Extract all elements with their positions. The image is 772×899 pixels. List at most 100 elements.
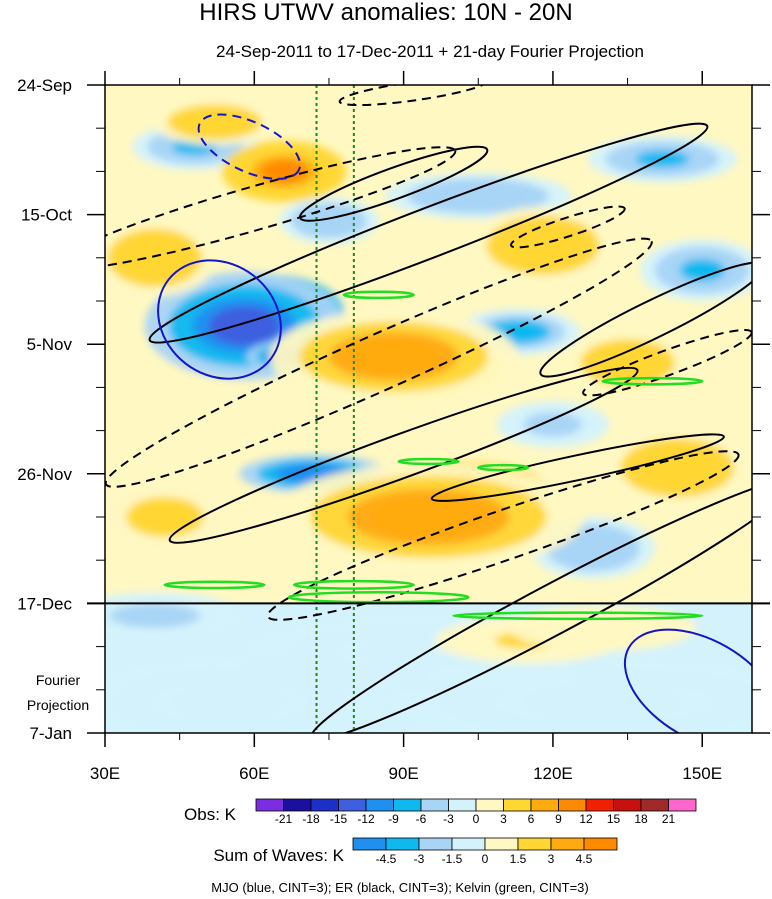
chart-subtitle: 24-Sep-2011 to 17-Dec-2011 + 21-day Four… bbox=[216, 42, 644, 61]
er-contour-7 bbox=[168, 366, 639, 544]
waves-colorbar-swatch-2 bbox=[418, 837, 453, 851]
anomaly-core-6 bbox=[444, 187, 512, 205]
obs-colorbar-swatch-12 bbox=[585, 798, 614, 812]
obs-colorbar-label-11: 12 bbox=[579, 812, 593, 826]
er-contour-4 bbox=[105, 237, 653, 488]
anomaly-core-1 bbox=[208, 306, 281, 346]
waves-colorbar-label-5: 3 bbox=[548, 852, 555, 866]
anomaly-core-16 bbox=[261, 160, 307, 183]
footnote: MJO (blue, CINT=3); ER (black, CINT=3); … bbox=[211, 880, 588, 895]
waves-colorbar: Sum of Waves: K -4.5 -3 -1.5 0 1.5 3 4.5 bbox=[213, 837, 618, 866]
er-contour-2 bbox=[298, 145, 489, 222]
obs-colorbar-label-6: -3 bbox=[443, 812, 454, 826]
waves-colorbar-label-1: -3 bbox=[414, 852, 425, 866]
kelvin-contour-3 bbox=[601, 376, 704, 386]
kelvin-contour-4 bbox=[163, 580, 266, 590]
waves-colorbar-title: Sum of Waves: K bbox=[213, 846, 344, 865]
obs-colorbar-swatch-9 bbox=[503, 798, 532, 812]
x-tick-label-1: 60E bbox=[239, 764, 269, 783]
axes: 30E 60E 90E 120E 150E 24-Sep 15-Oct 5-Nov 26-Nov… bbox=[17, 71, 770, 783]
waves-colorbar-label-3: 0 bbox=[482, 852, 489, 866]
er-contour-5 bbox=[509, 205, 626, 249]
waves-colorbar-label-2: -1.5 bbox=[442, 852, 463, 866]
obs-colorbar-swatch-11 bbox=[558, 798, 587, 812]
y-tick-label-2: 5-Nov bbox=[27, 335, 73, 354]
waves-colorbar-label-0: -4.5 bbox=[376, 852, 397, 866]
x-tick-label-4: 150E bbox=[682, 764, 722, 783]
er-contour-10 bbox=[430, 433, 725, 502]
mjo-contour-1 bbox=[157, 259, 282, 380]
anomaly-core-23 bbox=[132, 243, 178, 272]
x-tick-label-2: 90E bbox=[388, 764, 418, 783]
obs-colorbar-swatch-8 bbox=[475, 798, 504, 812]
obs-colorbar-label-0: -21 bbox=[275, 812, 293, 826]
waves-colorbar-swatch-1 bbox=[385, 837, 420, 851]
anomaly-core-10 bbox=[570, 536, 616, 559]
y-tick-label-3: 26-Nov bbox=[17, 465, 72, 484]
anomaly-core-28 bbox=[569, 619, 637, 637]
waves-colorbar-swatch-7 bbox=[583, 837, 618, 851]
chart-title: HIRS UTWV anomalies: 10N - 20N bbox=[199, 0, 572, 26]
obs-colorbar-label-9: 6 bbox=[528, 812, 535, 826]
kelvin-contour-7 bbox=[452, 611, 704, 621]
obs-colorbar-label-7: 0 bbox=[473, 812, 480, 826]
obs-colorbar-label-4: -9 bbox=[388, 812, 399, 826]
waves-colorbar-label-6: 4.5 bbox=[576, 852, 593, 866]
x-tick-label-3: 120E bbox=[533, 764, 573, 783]
anomaly-core-8 bbox=[495, 323, 541, 341]
obs-colorbar-swatch-4 bbox=[365, 798, 394, 812]
anomaly-core-21 bbox=[372, 497, 485, 537]
plot-frame bbox=[104, 84, 753, 734]
obs-colorbar-title: Obs: K bbox=[184, 805, 237, 824]
plot-area bbox=[105, 85, 752, 733]
anomaly-core-15 bbox=[173, 685, 286, 719]
y-tick-label-4: 17-Dec bbox=[17, 594, 72, 613]
obs-colorbar-label-10: 9 bbox=[555, 812, 562, 826]
obs-colorbar-label-1: -18 bbox=[302, 812, 320, 826]
kelvin-contour-2 bbox=[477, 463, 530, 472]
y-tick-label-5: 7-Jan bbox=[29, 724, 72, 743]
obs-colorbar-label-14: 21 bbox=[662, 812, 676, 826]
y-tick-label-1: 15-Oct bbox=[21, 206, 72, 225]
anomaly-core-11 bbox=[532, 416, 574, 433]
waves-colorbar-swatch-5 bbox=[517, 837, 552, 851]
obs-colorbar-swatch-7 bbox=[448, 798, 477, 812]
obs-colorbar-label-12: 15 bbox=[607, 812, 621, 826]
obs-colorbar-swatch-15 bbox=[668, 798, 697, 812]
waves-colorbar-swatch-4 bbox=[484, 837, 519, 851]
obs-colorbar-swatch-1 bbox=[283, 798, 312, 812]
projection-label-1: Fourier bbox=[36, 672, 81, 688]
obs-colorbar-swatch-0 bbox=[255, 798, 284, 812]
anomaly-core-14 bbox=[524, 685, 682, 719]
obs-colorbar-swatch-10 bbox=[530, 798, 559, 812]
obs-colorbar-swatch-13 bbox=[613, 798, 642, 812]
waves-colorbar-swatch-0 bbox=[352, 837, 387, 851]
er-contour-0 bbox=[148, 122, 709, 344]
anomaly-core-22 bbox=[516, 231, 570, 260]
obs-colorbar-label-13: 18 bbox=[634, 812, 648, 826]
waves-colorbar-swatch-3 bbox=[451, 837, 486, 851]
anomaly-core-17 bbox=[192, 113, 237, 131]
x-tick-label-0: 30E bbox=[90, 764, 120, 783]
kelvin-contour-1 bbox=[397, 457, 460, 466]
anomaly-core-26 bbox=[137, 503, 192, 531]
obs-colorbar-swatch-5 bbox=[393, 798, 422, 812]
obs-colorbar-label-8: 3 bbox=[500, 812, 507, 826]
y-tick-label-0: 24-Sep bbox=[17, 76, 72, 95]
kelvin-contour-6 bbox=[287, 591, 470, 604]
obs-colorbar-swatch-2 bbox=[310, 798, 339, 812]
er-contour-9 bbox=[309, 478, 752, 733]
anomaly-core-9 bbox=[679, 259, 725, 282]
anomaly-core-12 bbox=[123, 607, 187, 625]
waves-colorbar-swatch-6 bbox=[550, 837, 585, 851]
obs-colorbar-swatch-6 bbox=[420, 798, 449, 812]
obs-colorbar-label-3: -12 bbox=[357, 812, 375, 826]
obs-colorbar-swatch-14 bbox=[640, 798, 669, 812]
obs-colorbar: Obs: K -21 -18 -15 -12 -9 -6 -3 0 3 6 9 12 15 18 21 bbox=[184, 798, 697, 826]
er-contour-3 bbox=[338, 85, 489, 107]
obs-colorbar-label-2: -15 bbox=[330, 812, 348, 826]
anomaly-core-19 bbox=[348, 339, 439, 374]
mjo-contour-0 bbox=[197, 113, 302, 180]
obs-colorbar-swatch-3 bbox=[338, 798, 367, 812]
